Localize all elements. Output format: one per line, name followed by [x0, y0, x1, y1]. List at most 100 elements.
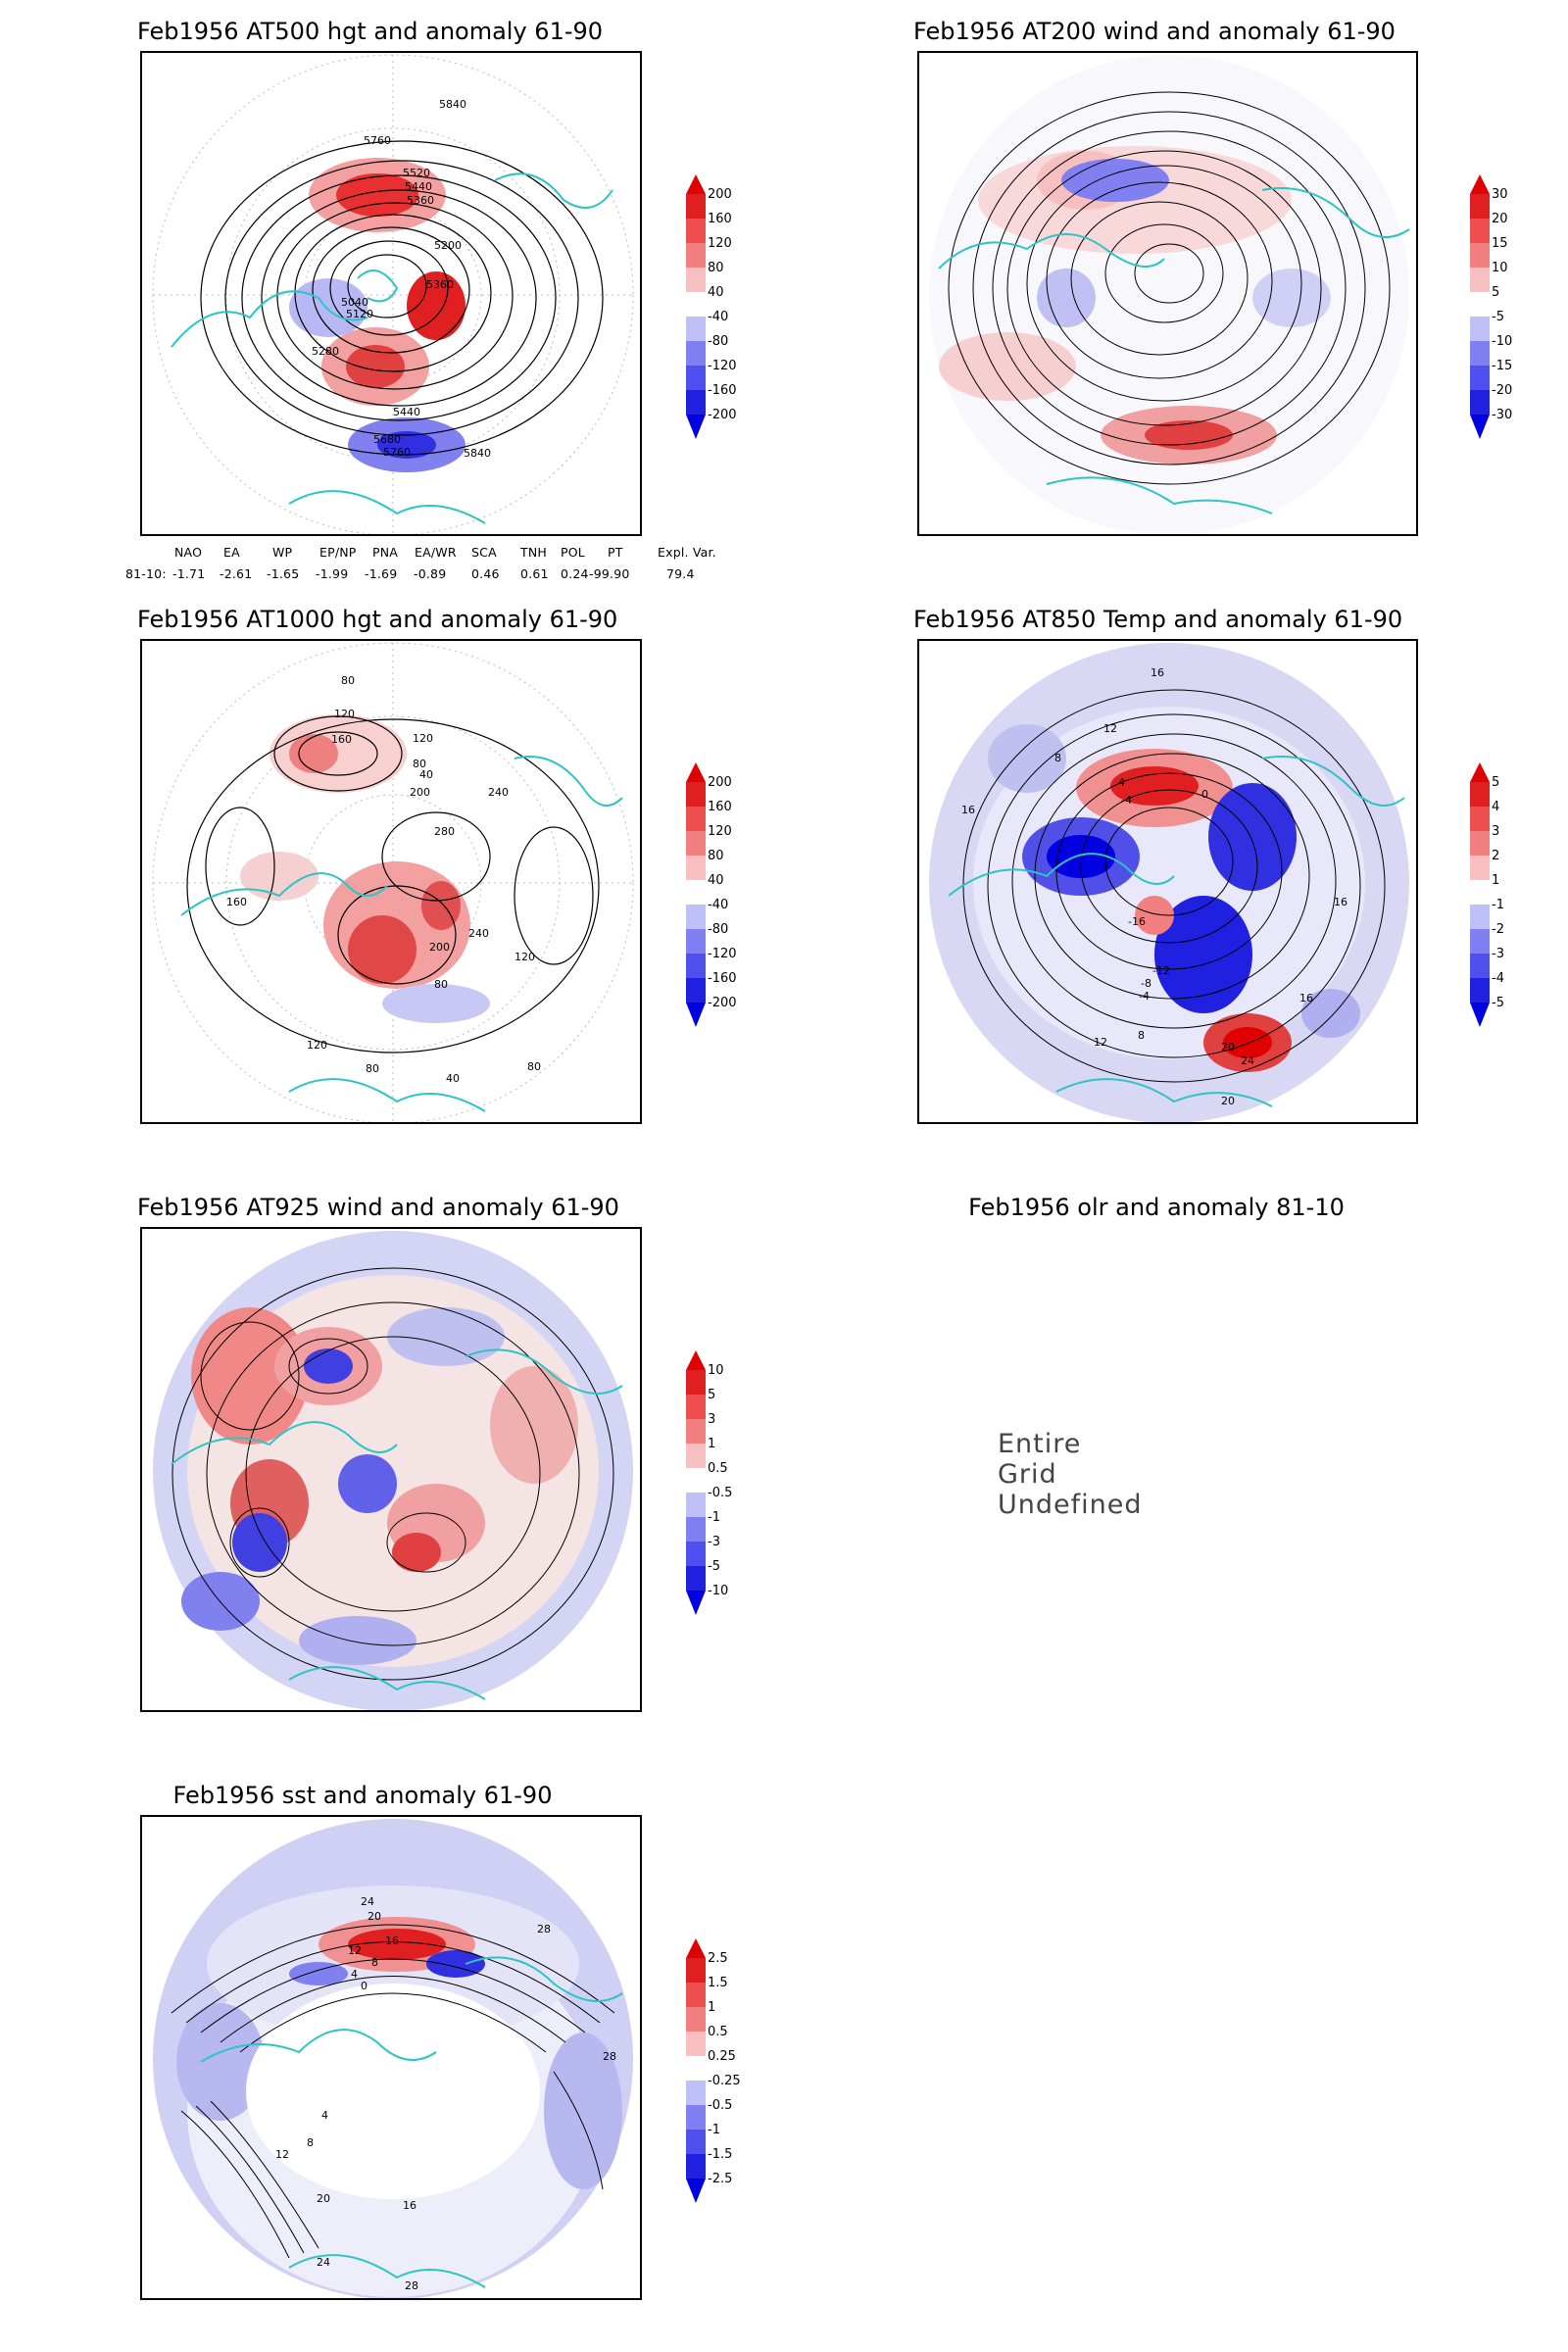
colorbar-label: -2.5 [708, 2172, 733, 2186]
colorbar-label: -2 [1492, 922, 1504, 937]
map-frame [140, 51, 642, 536]
contour-label: 80 [366, 1062, 379, 1075]
map-frame [917, 51, 1418, 536]
index-value: 0.46 [471, 566, 500, 581]
contour-label: 160 [331, 733, 352, 746]
colorbar-label: 5 [1492, 775, 1500, 790]
colorbar-label: 2 [1492, 849, 1500, 863]
map-frame [140, 639, 642, 1124]
polar-map [153, 1231, 633, 1710]
colorbar-label: 20 [1492, 212, 1508, 226]
colorbar-label: 2.5 [708, 1951, 728, 1966]
colorbar-label: -80 [708, 334, 729, 349]
colorbar-label: -1 [708, 2123, 720, 2137]
contour-label: 5760 [383, 446, 411, 459]
index-row-label: 81-10: [125, 566, 167, 581]
colorbar-label: -0.5 [708, 2098, 733, 2113]
contour-label: 16 [385, 1935, 399, 1947]
panel-title: Feb1956 AT1000 hgt and anomaly 61-90 [137, 606, 618, 633]
index-value: 0.61 [520, 566, 549, 581]
panel-title: Feb1956 AT850 Temp and anomaly 61-90 [913, 606, 1403, 633]
panel-title: Feb1956 AT500 hgt and anomaly 61-90 [137, 18, 604, 45]
colorbar-label: -5 [1492, 310, 1504, 324]
contour-label: 24 [317, 2256, 330, 2269]
index-value: 0.24 [561, 566, 589, 581]
colorbar: 200 160 120 80 40 -40 -80 -120 -160 -200 [686, 174, 755, 439]
contour-label: 120 [307, 1039, 327, 1052]
map-frame [140, 1815, 642, 2300]
contour-label: 5680 [373, 433, 401, 446]
colorbar-label: 1.5 [708, 1976, 728, 1990]
contour-label: 80 [413, 758, 426, 770]
contour-label: 24 [1241, 1054, 1254, 1067]
contour-label: 16 [961, 804, 975, 816]
colorbar: 30 20 15 10 5 -5 -10 -15 -20 -30 [1470, 174, 1539, 439]
colorbar-label: -40 [708, 898, 729, 912]
index-value: 79.4 [666, 566, 695, 581]
polar-map [929, 643, 1409, 1122]
contour-label: 4 [321, 2109, 328, 2122]
colorbar-label: 1 [708, 1437, 716, 1451]
contour-label: 8 [371, 1956, 378, 1969]
contour-label: 16 [403, 2199, 416, 2212]
colorbar-label: -120 [708, 947, 737, 961]
colorbar-label: -5 [1492, 996, 1504, 1010]
index-value: -1.71 [172, 566, 206, 581]
contour-label: 16 [1334, 896, 1348, 908]
contour-label: 4 [351, 1968, 358, 1981]
colorbar: 200 160 120 80 40 -40 -80 -120 -160 -200 [686, 762, 755, 1027]
colorbar-label: 4 [1492, 800, 1500, 814]
colorbar: 2.5 1.5 1 0.5 0.25 -0.25 -0.5 -1 -1.5 -2… [686, 1938, 755, 2203]
contour-label: 120 [334, 708, 355, 720]
colorbar-label: 160 [708, 212, 732, 226]
contour-label: 5360 [426, 278, 454, 291]
contour-labels-p4: 16 12 8 4 0 -4 16 16 -16 -12 -8 -4 8 12 … [917, 639, 1418, 1124]
contour-label: 120 [514, 951, 535, 963]
panel-title: Feb1956 AT925 wind and anomaly 61-90 [137, 1194, 619, 1221]
contour-label: 200 [429, 941, 450, 954]
contour-label: 5280 [312, 345, 339, 358]
index-value: -1.99 [316, 566, 349, 581]
colorbar-label: -200 [708, 996, 737, 1010]
contour-label: 0 [1201, 788, 1208, 801]
contour-label: 5440 [393, 406, 420, 418]
colorbar-label: 200 [708, 187, 732, 202]
panel-title: Feb1956 sst and anomaly 61-90 [172, 1782, 553, 1809]
contour-label: 16 [1299, 992, 1313, 1004]
contour-label: 20 [317, 2192, 330, 2205]
contour-label: 120 [413, 732, 433, 745]
contour-label: 5200 [434, 239, 462, 252]
colorbar-label: 15 [1492, 236, 1508, 251]
colorbar-label: -3 [1492, 947, 1504, 961]
panel-title: Feb1956 AT200 wind and anomaly 61-90 [913, 18, 1396, 45]
colorbar-label: -200 [708, 408, 737, 422]
contour-label: 240 [488, 786, 509, 799]
anomaly-positive [336, 173, 418, 217]
colorbar-label: 5 [708, 1388, 716, 1402]
contour-label: 5840 [464, 447, 491, 460]
colorbar-label: 80 [708, 261, 724, 275]
contour-label: 80 [527, 1060, 541, 1073]
anomaly-positive [346, 345, 405, 388]
colorbar-label: -160 [708, 383, 737, 398]
index-header: NAO [174, 545, 203, 560]
polar-map [152, 642, 634, 1122]
map-frame [140, 1227, 642, 1712]
colorbar-label: 1 [708, 2000, 716, 2015]
contour-labels-p7: 24 20 16 12 8 4 0 28 28 12 8 4 20 24 16 … [140, 1815, 642, 2300]
colorbar-label: 120 [708, 236, 732, 251]
contour-label: 5840 [439, 98, 466, 111]
colorbar-label: 40 [708, 285, 724, 300]
index-header: TNH [520, 545, 547, 560]
contour-label: 28 [537, 1923, 551, 1936]
colorbar-label: 0.5 [708, 1461, 728, 1476]
contour-label: 280 [434, 825, 455, 838]
contour-label: 5760 [364, 134, 391, 147]
contour-label: 5360 [407, 194, 434, 207]
index-header: EA/WR [415, 545, 457, 560]
contour-label: 240 [468, 927, 489, 940]
contour-label: 8 [1138, 1029, 1145, 1042]
index-value: -2.61 [220, 566, 253, 581]
contour-label: -4 [1139, 990, 1150, 1003]
colorbar-label: -10 [1492, 334, 1513, 349]
